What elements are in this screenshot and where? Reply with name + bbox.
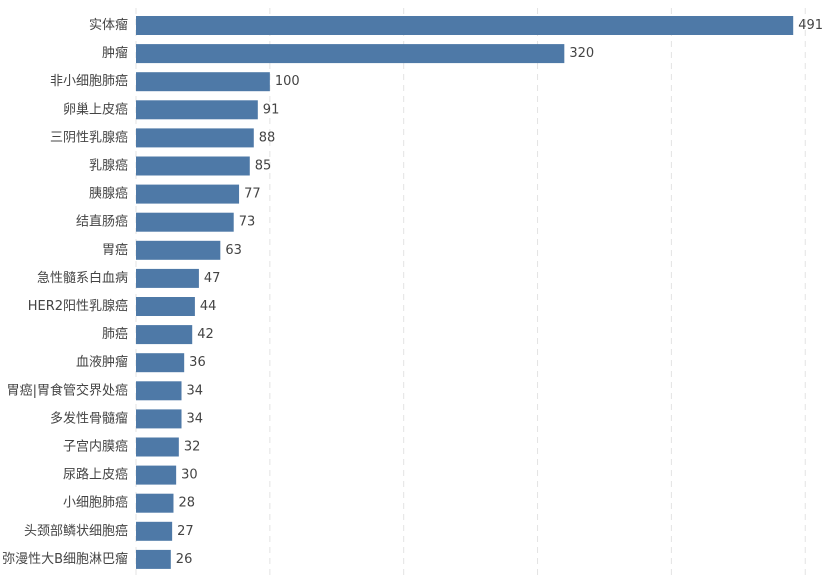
category-label: 胰腺癌 bbox=[89, 186, 128, 202]
bar bbox=[136, 72, 270, 92]
bar bbox=[136, 549, 171, 569]
bar bbox=[136, 100, 258, 120]
bar bbox=[136, 381, 182, 401]
category-label: 结直肠癌 bbox=[76, 214, 128, 230]
category-label: 小细胞肺癌 bbox=[63, 495, 128, 511]
bar bbox=[136, 156, 250, 176]
value-label: 85 bbox=[255, 159, 272, 174]
category-label: 胃癌|胃食管交界处癌 bbox=[7, 382, 128, 398]
value-label: 63 bbox=[225, 243, 242, 258]
bar bbox=[136, 353, 185, 373]
category-labels: 实体瘤肿瘤非小细胞肺癌卵巢上皮癌三阴性乳腺癌乳腺癌胰腺癌结直肠癌胃癌急性髓系白血… bbox=[2, 17, 128, 567]
value-label: 27 bbox=[177, 524, 194, 539]
value-label: 26 bbox=[176, 552, 193, 567]
bar bbox=[136, 128, 254, 148]
category-label: 肿瘤 bbox=[102, 45, 128, 61]
bars bbox=[136, 16, 794, 569]
category-label: 实体瘤 bbox=[89, 17, 128, 33]
value-label: 73 bbox=[239, 215, 256, 230]
category-label: 血液肿瘤 bbox=[76, 354, 128, 370]
value-label: 30 bbox=[181, 468, 198, 483]
category-label: 尿路上皮癌 bbox=[63, 467, 128, 483]
value-label: 91 bbox=[263, 102, 280, 117]
category-label: 乳腺癌 bbox=[89, 158, 128, 174]
category-label: 急性髓系白血病 bbox=[37, 270, 128, 286]
bar bbox=[136, 409, 182, 429]
value-label: 491 bbox=[798, 18, 823, 33]
category-label: 卵巢上皮癌 bbox=[63, 101, 128, 117]
bar bbox=[136, 240, 221, 260]
bar bbox=[136, 325, 193, 345]
value-label: 42 bbox=[197, 327, 214, 342]
category-label: 三阴性乳腺癌 bbox=[50, 129, 128, 145]
category-label: 胃癌 bbox=[102, 242, 128, 258]
bar bbox=[136, 212, 234, 232]
bar bbox=[136, 184, 240, 204]
value-label: 32 bbox=[184, 440, 201, 455]
value-label: 28 bbox=[178, 496, 195, 511]
category-label: 弥漫性大B细胞淋巴瘤 bbox=[2, 551, 128, 567]
category-label: 子宫内膜癌 bbox=[63, 439, 128, 455]
category-label: 头颈部鳞状细胞癌 bbox=[24, 523, 128, 539]
bar bbox=[136, 521, 173, 541]
value-label: 34 bbox=[187, 383, 204, 398]
value-label: 77 bbox=[244, 187, 261, 202]
bar bbox=[136, 16, 794, 35]
category-label: 非小细胞肺癌 bbox=[50, 73, 128, 89]
bar bbox=[136, 297, 195, 316]
bar bbox=[136, 493, 174, 513]
bar bbox=[136, 437, 179, 457]
category-label: 多发性骨髓瘤 bbox=[50, 410, 128, 426]
bar bbox=[136, 465, 177, 485]
value-labels: 491 320 100 91 88 85 77 73 63 47 44 42 36 34 34 32 30 28 2… bbox=[176, 18, 823, 567]
category-label: 肺癌 bbox=[102, 326, 128, 342]
value-label: 320 bbox=[569, 46, 594, 61]
bar bbox=[136, 268, 199, 288]
category-label: HER2阳性乳腺癌 bbox=[28, 298, 128, 314]
value-label: 44 bbox=[200, 299, 217, 314]
value-label: 100 bbox=[275, 74, 300, 89]
value-label: 47 bbox=[204, 271, 221, 286]
bar bbox=[136, 44, 565, 64]
value-label: 34 bbox=[187, 411, 204, 426]
gridlines bbox=[135, 8, 806, 578]
value-label: 36 bbox=[189, 355, 206, 370]
value-label: 88 bbox=[259, 130, 276, 145]
